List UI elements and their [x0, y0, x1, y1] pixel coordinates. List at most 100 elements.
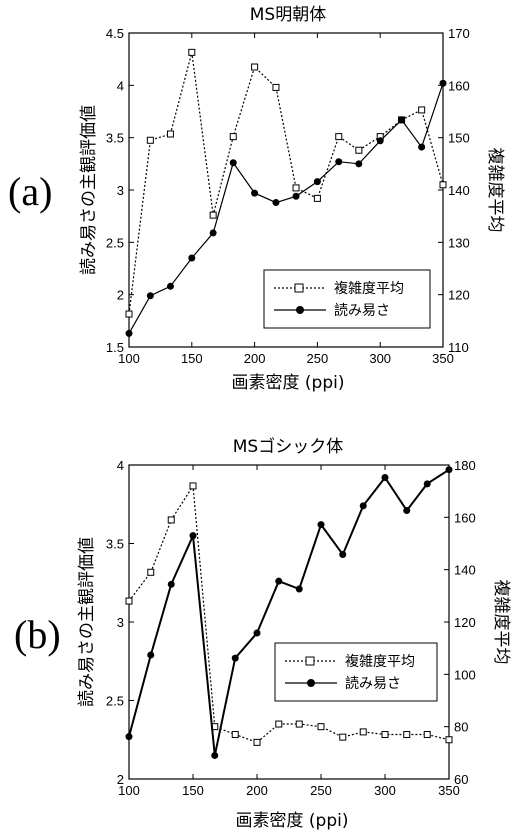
x-tick-label: 200 [246, 783, 268, 798]
data-point-complexity [445, 736, 453, 744]
data-point-complexity [439, 181, 447, 189]
data-point-complexity [272, 83, 280, 91]
data-point-readability [403, 507, 411, 515]
data-point-complexity [381, 731, 389, 739]
x-tick-label: 100 [118, 351, 140, 366]
y-right-tick-label: 120 [454, 615, 476, 630]
panel-a-xlabel: 画素密度 (ppi) [232, 373, 345, 393]
y-right-tick-label: 100 [454, 667, 476, 682]
data-point-complexity [229, 133, 237, 141]
x-tick-label: 300 [369, 351, 391, 366]
data-point-complexity [355, 146, 363, 154]
panel-a-ylabel-left: 読み易さの主観評価値 [79, 105, 99, 275]
data-point-complexity [147, 568, 155, 576]
data-point-complexity [423, 731, 431, 739]
data-point-readability [295, 585, 303, 593]
x-tick-label: 150 [181, 351, 203, 366]
y-left-tick-label: 2.5 [106, 694, 124, 709]
series-line-readability [128, 83, 444, 334]
data-point-readability [253, 629, 261, 637]
data-point-readability [275, 577, 283, 585]
y-right-tick-label: 170 [448, 26, 470, 41]
legend-label: 読み易さ [334, 302, 390, 319]
data-point-complexity [125, 310, 133, 318]
panel-b-plot-frame [128, 464, 450, 780]
x-tick-label: 350 [432, 351, 454, 366]
x-tick-label: 250 [307, 351, 329, 366]
y-left-tick-label: 2 [117, 772, 124, 787]
data-point-readability [376, 137, 384, 145]
data-point-readability [317, 521, 325, 529]
data-point-complexity [253, 738, 261, 746]
data-point-readability [381, 474, 389, 482]
data-point-readability [339, 550, 347, 558]
data-point-readability [147, 651, 155, 659]
data-point-complexity [313, 194, 321, 202]
data-point-readability [359, 502, 367, 510]
y-right-tick-label: 110 [448, 340, 469, 355]
data-point-readability [209, 229, 217, 237]
y-right-tick-label: 140 [448, 183, 470, 198]
data-point-readability [418, 143, 426, 151]
data-point-readability [292, 192, 300, 200]
data-point-readability [167, 580, 175, 588]
panel-b-label: (b) [14, 612, 61, 657]
data-point-readability [445, 466, 453, 474]
data-point-readability [355, 160, 363, 168]
y-right-tick-label: 130 [448, 235, 470, 250]
data-point-complexity [292, 184, 300, 192]
x-tick-label: 150 [182, 783, 204, 798]
chart-panel-a: (a) MS明朝体 画素密度 (ppi) 読み易さの主観評価値 複雑度平均 10… [8, 5, 505, 393]
data-point-readability [166, 282, 174, 290]
data-point-readability [313, 178, 321, 186]
chart-panel-b: (b) MSゴシック体 画素密度 (ppi) 読み易さの主観評価値 複雑度平均 … [14, 436, 511, 831]
legend-label: 複雑度平均 [345, 653, 415, 670]
x-tick-label: 200 [244, 351, 266, 366]
panel-b-ylabel-right: 複雑度平均 [491, 580, 511, 665]
legend-label: 読み易さ [345, 675, 401, 692]
data-point-complexity [275, 720, 283, 728]
data-point-readability [229, 159, 237, 167]
data-point-readability [272, 199, 280, 207]
data-point-complexity [295, 720, 303, 728]
legend-marker-circle [307, 679, 315, 687]
data-point-complexity [418, 106, 426, 114]
x-tick-label: 250 [310, 783, 332, 798]
y-left-tick-label: 3 [117, 183, 124, 198]
y-right-tick-label: 120 [448, 288, 470, 303]
data-point-complexity [189, 482, 197, 490]
y-right-tick-label: 150 [448, 131, 470, 146]
y-right-tick-label: 80 [454, 720, 468, 735]
data-point-readability [125, 733, 133, 741]
y-left-tick-label: 4 [117, 458, 124, 473]
data-point-readability [335, 158, 343, 166]
y-left-tick-label: 3.5 [106, 537, 124, 552]
series-line-complexity [128, 484, 450, 744]
panel-a-title: MS明朝体 [250, 5, 326, 25]
data-point-complexity [166, 130, 174, 138]
y-left-tick-label: 4.5 [106, 26, 124, 41]
y-right-tick-label: 140 [454, 563, 476, 578]
data-point-complexity [251, 63, 259, 71]
y-left-tick-label: 2 [117, 288, 124, 303]
y-left-tick-label: 4 [117, 78, 124, 93]
data-point-complexity [403, 731, 411, 739]
panel-b-ylabel-left: 読み易さの主観評価値 [77, 537, 97, 707]
legend-marker-circle [296, 306, 304, 314]
panel-a-ylabel-right: 複雑度平均 [485, 148, 505, 233]
data-point-readability [439, 79, 447, 87]
x-tick-label: 350 [438, 783, 460, 798]
legend-box [263, 269, 431, 329]
data-point-complexity [125, 597, 133, 605]
data-point-readability [211, 751, 219, 759]
panel-b-title: MSゴシック体 [233, 436, 343, 457]
data-point-complexity [231, 731, 239, 739]
series-line-readability [128, 468, 450, 756]
panel-b-xlabel: 画素密度 (ppi) [236, 811, 349, 831]
y-left-tick-label: 3 [117, 615, 124, 630]
data-point-complexity [317, 723, 325, 731]
data-point-readability [423, 480, 431, 488]
data-point-readability [398, 116, 406, 124]
data-point-readability [251, 189, 259, 197]
